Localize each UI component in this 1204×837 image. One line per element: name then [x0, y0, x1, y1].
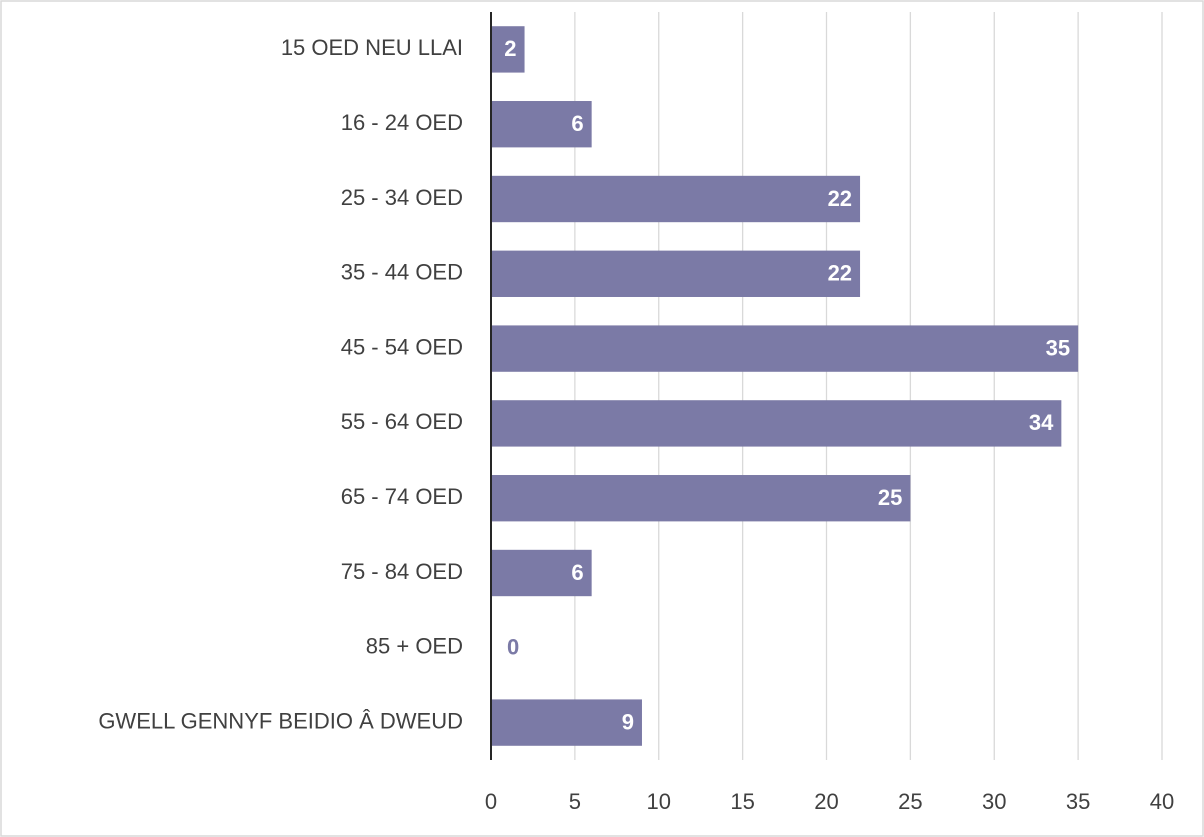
data-label: 34 [1029, 410, 1054, 435]
data-label: 9 [622, 709, 634, 734]
x-tick-label: 0 [485, 789, 497, 814]
data-label: 22 [828, 186, 852, 211]
y-tick-label: 25 - 34 OED [341, 185, 463, 210]
x-tick-label: 35 [1066, 789, 1090, 814]
bar [491, 26, 525, 73]
y-tick-label: 85 + OED [366, 634, 463, 659]
bar [491, 475, 911, 522]
y-tick-label: 65 - 74 OED [341, 484, 463, 509]
y-tick-label: 55 - 64 OED [341, 409, 463, 434]
data-label: 2 [504, 36, 516, 61]
bar [491, 400, 1062, 447]
data-label: 22 [828, 261, 852, 286]
bar [491, 325, 1079, 372]
data-label: 6 [571, 111, 583, 136]
x-tick-label: 30 [982, 789, 1006, 814]
x-tick-label: 10 [647, 789, 671, 814]
x-tick-label: 20 [814, 789, 838, 814]
x-tick-label: 25 [898, 789, 922, 814]
bar [491, 250, 861, 297]
bar [491, 699, 642, 746]
bar [491, 175, 861, 223]
y-tick-label: 15 OED NEU LLAI [281, 35, 463, 60]
bar [491, 549, 592, 597]
x-tick-label: 40 [1150, 789, 1174, 814]
bar [491, 101, 592, 148]
y-tick-label: GWELL GENNYF BEIDIO Â DWEUD [98, 708, 463, 733]
data-label: 35 [1046, 335, 1070, 360]
data-label: 6 [571, 560, 583, 585]
y-tick-label: 35 - 44 OED [341, 260, 463, 285]
y-tick-label: 75 - 84 OED [341, 559, 463, 584]
data-label: 25 [878, 485, 902, 510]
data-label: 0 [507, 635, 519, 660]
x-tick-label: 15 [730, 789, 754, 814]
x-tick-label: 5 [569, 789, 581, 814]
y-tick-label: 16 - 24 OED [341, 110, 463, 135]
y-tick-label: 45 - 54 OED [341, 334, 463, 359]
